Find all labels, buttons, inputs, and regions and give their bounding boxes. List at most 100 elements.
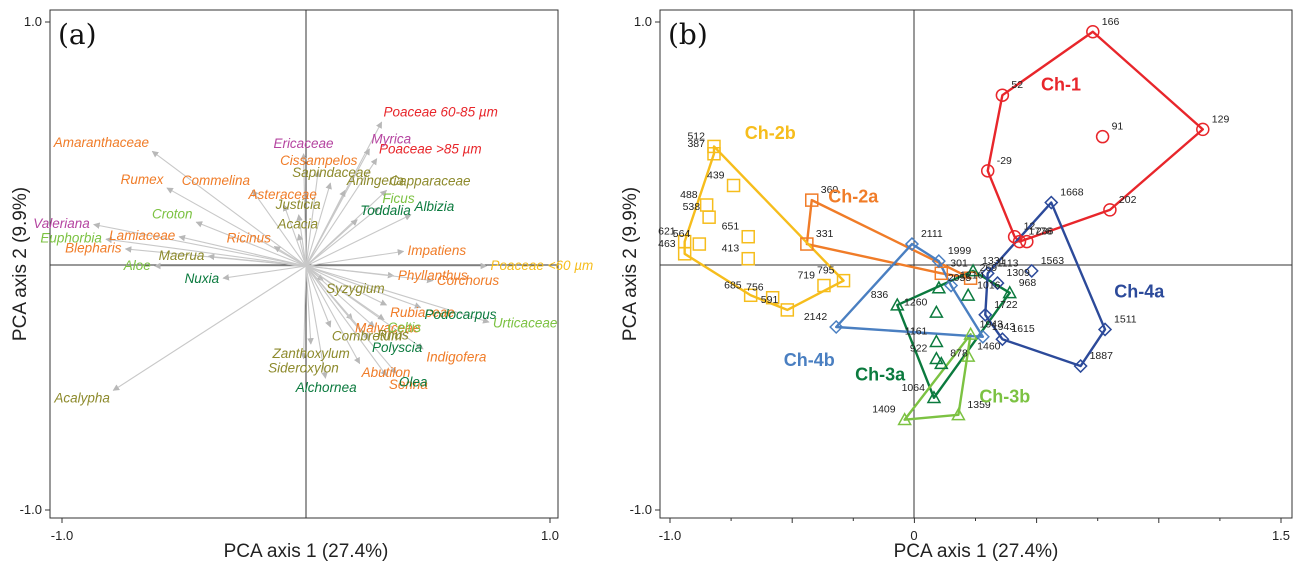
sample-point-ch-1-166 (1086, 25, 1100, 39)
loading-arrow-maerua (207, 253, 307, 267)
panel-a-x-axis-title: PCA axis 1 (27.4%) (224, 541, 389, 562)
taxon-label-maerua: Maerua (159, 248, 205, 263)
panel-b-xtick-label-min: -1.0 (659, 528, 681, 543)
sample-label-52: 52 (1011, 79, 1023, 91)
sample-point-ch-2b-512 (707, 139, 721, 154)
taxon-label-amaranthaceae: Amaranthaceae (53, 135, 149, 150)
loading-arrow-urticaceae (305, 265, 490, 324)
sample-point-ch-3a-1260 (929, 304, 944, 318)
hull-ch-3b (903, 333, 972, 421)
sample-label-360: 360 (821, 184, 839, 196)
sample-point-ch-3a-1331 (965, 263, 981, 277)
loading-arrow-impatiens (305, 248, 405, 267)
panel-b-ytick-label-max: 1.0 (634, 14, 652, 29)
taxon-label-acalypha: Acalypha (53, 391, 110, 406)
sample-point-ch-2a-269 (963, 271, 978, 285)
sample-point-ch-4a-1309 (990, 276, 1005, 291)
loading-arrow-rumex (166, 187, 307, 267)
sample-point-ch-2a-331 (800, 237, 814, 251)
sample-label-564: 564 (673, 228, 691, 240)
sample-label-1776: 1776 (1028, 226, 1052, 238)
sample-label-1460: 1460 (977, 340, 1001, 352)
taxon-label-urticaceae: Urticaceae (493, 315, 558, 330)
loading-arrow-ficus (305, 207, 380, 267)
sample-point-ch-3a-968 (1002, 285, 1017, 299)
taxon-label-poaceae-85-m: Poaceae >85 µm (379, 141, 482, 156)
sample-label-1999: 1999 (948, 245, 972, 257)
loading-arrow-corchorus (305, 265, 434, 284)
taxon-label-lamiaceae: Lamiaceae (109, 228, 175, 243)
loading-arrow-commelina (251, 189, 307, 267)
panel-b-xtick-label-zero: 0 (910, 528, 917, 543)
sample-label-1563: 1563 (1041, 255, 1065, 267)
sample-label-1016: 1016 (977, 279, 1001, 291)
sample-label-2111: 2111 (921, 228, 943, 240)
sample-point-ch-4a-1563 (1024, 263, 1039, 278)
sample-point-ch-4a-1668 (1044, 195, 1059, 210)
taxon-label-podocarpus: Podocarpus (424, 307, 496, 322)
sample-label-512: 512 (687, 130, 705, 142)
sample-point-ch-2a-301 (934, 266, 949, 281)
sample-point-ch-1-29 (980, 164, 995, 178)
group-label-ch-3a: Ch-3a (855, 365, 906, 385)
taxon-label-indigofera: Indigofera (426, 349, 487, 364)
sample-label-236: 236 (1036, 226, 1054, 238)
sample-point-ch-2b-439 (726, 178, 741, 193)
loading-arrow-acacia (296, 233, 307, 267)
group-label-ch-4b: Ch-4b (784, 350, 835, 370)
group-label-ch-4a: Ch-4a (1114, 282, 1165, 302)
sample-label-2055: 2055 (948, 272, 972, 284)
taxon-label-senna: Senna (389, 377, 429, 392)
taxon-label-justicia: Justicia (275, 197, 322, 212)
panel-b-label: (b) (668, 18, 708, 51)
sample-label-878: 878 (950, 348, 968, 360)
loading-arrow-ericaceae (300, 153, 307, 267)
taxon-label-rhus: Rhus (377, 328, 409, 343)
taxon-label-celtis: Celtis (387, 320, 421, 335)
taxon-label-asteraceae: Asteraceae (248, 187, 317, 202)
sample-label-1113: 1113 (997, 257, 1019, 269)
sample-point-ch-2b-685 (743, 288, 758, 303)
panel-b-xtick-label-max: 1.5 (1272, 528, 1290, 543)
panel-a-y-axis-title: PCA axis 2 (9.9%) (10, 187, 31, 341)
sample-point-ch-4b-2111 (904, 236, 920, 252)
sample-point-ch-2b-387 (707, 147, 721, 161)
loading-arrow-euphorbia (105, 236, 307, 267)
group-label-ch-2a: Ch-2a (828, 187, 879, 207)
group-label-ch-3b: Ch-3b (979, 387, 1030, 407)
sample-label-968: 968 (1019, 277, 1037, 289)
taxon-label-rubiaceae: Rubiaceae (390, 305, 455, 320)
taxon-label-polyscia: Polyscia (372, 340, 423, 355)
taxon-label-syzygium: Syzygium (326, 281, 385, 296)
sample-point-ch-3a-1064 (926, 390, 942, 404)
taxon-label-acacia: Acacia (277, 216, 319, 231)
taxon-label-combretum: Combretum (332, 329, 403, 344)
sample-point-ch-2b-463 (677, 247, 692, 261)
sample-point-ch-1-202 (1103, 203, 1117, 217)
taxon-label-abutilon: Abutilon (361, 365, 411, 380)
taxon-label-valeriana: Valeriana (33, 216, 90, 231)
panel-a-ytick-label-max: 1.0 (24, 14, 42, 29)
group-labels: Ch-1 Ch-2a Ch-2b Ch-3a Ch-3b Ch-4a Ch-4b (745, 74, 1166, 406)
taxon-label-ficus: Ficus (382, 191, 415, 206)
sample-label-1722: 1722 (994, 299, 1018, 311)
taxon-label-myrica: Myrica (371, 131, 411, 146)
taxon-label-toddalia: Toddalia (360, 203, 411, 218)
loading-arrow-ricinus (273, 246, 307, 267)
sample-point-ch-3a-836 (890, 297, 905, 311)
taxon-label-commelina: Commelina (182, 173, 251, 188)
loading-arrow-aningeria (305, 189, 346, 267)
taxon-label-nuxia: Nuxia (185, 271, 220, 286)
hull-ch-4a (984, 201, 1107, 368)
sample-point-ch-2b-538 (702, 210, 716, 224)
panel-b-y-axis-title: PCA axis 2 (9.9%) (620, 187, 641, 341)
sample-label-12: 12 (1024, 221, 1036, 233)
loading-arrow-olea (305, 265, 397, 374)
loading-arrow-lamiaceae (178, 234, 307, 267)
group-hulls (683, 30, 1204, 421)
